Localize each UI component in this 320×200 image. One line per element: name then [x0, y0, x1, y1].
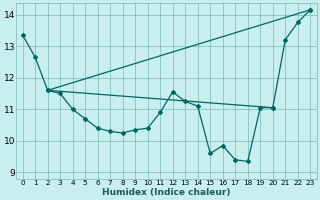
X-axis label: Humidex (Indice chaleur): Humidex (Indice chaleur) [102, 188, 231, 197]
